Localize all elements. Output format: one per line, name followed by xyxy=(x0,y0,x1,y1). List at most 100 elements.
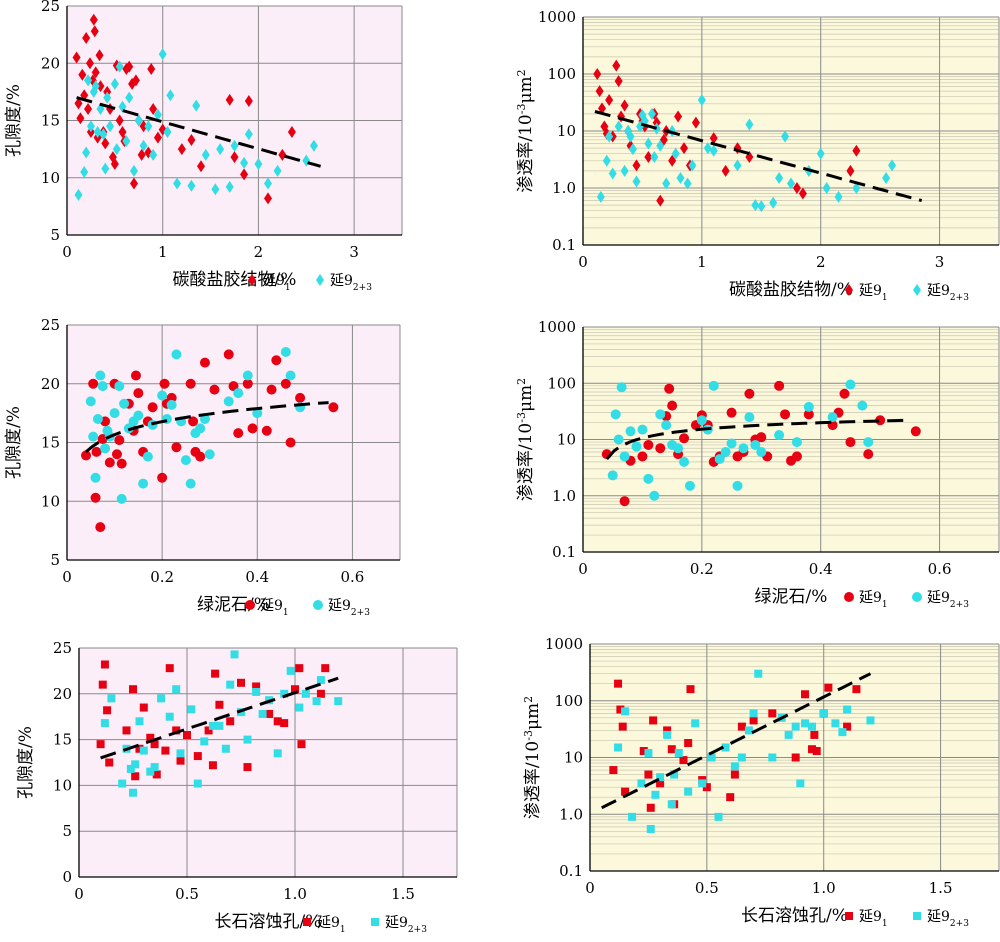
data-point xyxy=(621,707,630,716)
data-point xyxy=(812,747,821,756)
data-point xyxy=(280,719,289,728)
data-point xyxy=(656,773,665,782)
data-point xyxy=(149,103,158,116)
legend-entry-base: 延9 xyxy=(385,915,408,931)
data-point xyxy=(863,449,874,460)
data-point xyxy=(142,451,153,462)
legend-entry: 延92+3 xyxy=(385,915,427,935)
data-point xyxy=(103,91,112,104)
data-point xyxy=(749,709,758,718)
y-tick-label: 20 xyxy=(41,54,60,72)
data-point xyxy=(643,439,654,450)
data-point xyxy=(139,746,148,755)
data-point xyxy=(247,423,258,434)
y-axis-label: 孔隙度/% xyxy=(16,726,36,799)
data-point xyxy=(130,164,138,177)
y-axis-label-unit: μm xyxy=(516,385,536,412)
data-point xyxy=(139,703,148,712)
x-tick-label: 0 xyxy=(62,568,72,586)
data-point xyxy=(125,60,134,73)
data-point xyxy=(831,719,840,728)
data-point xyxy=(104,457,115,468)
y-tick-label: 100 xyxy=(547,374,576,392)
data-point xyxy=(285,370,296,381)
trend-line xyxy=(605,418,910,460)
data-point xyxy=(834,190,843,203)
data-point xyxy=(732,480,743,491)
data-point xyxy=(709,144,718,157)
data-point xyxy=(808,745,817,754)
data-point xyxy=(287,125,296,138)
data-point xyxy=(80,166,89,179)
data-point xyxy=(244,95,253,108)
data-point xyxy=(193,752,202,761)
data-point xyxy=(334,697,343,706)
data-point xyxy=(88,431,99,442)
data-point xyxy=(114,435,125,446)
data-point xyxy=(233,388,244,399)
data-point xyxy=(691,719,700,728)
data-point xyxy=(240,156,249,169)
data-point xyxy=(187,705,196,714)
data-point xyxy=(698,779,707,788)
x-tick-label: 1.0 xyxy=(283,885,307,903)
data-point xyxy=(656,194,665,207)
data-point xyxy=(254,158,263,171)
data-point xyxy=(655,443,666,454)
data-point xyxy=(684,739,693,748)
data-point xyxy=(237,678,245,687)
data-point xyxy=(192,99,201,112)
data-point xyxy=(644,749,653,758)
y-tick-label: 1000 xyxy=(545,635,583,653)
data-point xyxy=(644,137,653,150)
data-point xyxy=(72,51,81,64)
data-point xyxy=(605,130,614,143)
x-tick-label: 0 xyxy=(578,560,588,578)
data-point xyxy=(663,730,672,739)
data-point xyxy=(679,756,688,765)
data-point xyxy=(745,118,754,131)
legend-entry-sub: 2+3 xyxy=(353,283,372,293)
data-point xyxy=(135,717,144,726)
legend-entry-base: 延9 xyxy=(927,909,950,925)
x-axis-label: 碳酸盐胶结物/% xyxy=(173,270,297,290)
data-point xyxy=(226,717,235,726)
data-point xyxy=(126,764,135,773)
legend-entry-base: 延9 xyxy=(328,598,351,614)
data-point xyxy=(703,142,712,155)
data-point xyxy=(852,144,861,157)
data-point xyxy=(273,749,282,758)
data-point xyxy=(756,446,767,457)
data-point xyxy=(122,135,131,148)
data-point xyxy=(261,425,272,436)
data-point xyxy=(252,682,261,691)
data-point xyxy=(258,709,267,718)
data-point xyxy=(242,378,253,389)
data-point xyxy=(309,139,318,152)
data-point xyxy=(91,446,102,457)
data-point xyxy=(651,790,660,799)
grid xyxy=(582,16,1000,246)
data-point xyxy=(171,442,182,453)
data-point xyxy=(843,722,852,731)
legend: 延91 延92+3 xyxy=(248,273,372,293)
data-point xyxy=(201,148,210,161)
data-point xyxy=(697,93,706,106)
data-point xyxy=(768,709,777,718)
data-point xyxy=(791,753,800,762)
x-tick-label: 3 xyxy=(349,243,359,261)
y-tick-label: 1.0 xyxy=(552,179,576,197)
data-point xyxy=(614,75,623,88)
legend: 延91 延92+3 xyxy=(844,590,969,610)
legend-marker xyxy=(844,592,854,602)
data-point xyxy=(266,384,277,395)
series-yan9-2plus3 xyxy=(607,379,874,501)
data-point xyxy=(632,159,641,172)
y-tick-label: 5 xyxy=(50,551,60,569)
data-point xyxy=(721,743,730,752)
x-axis-label: 绿泥石/% xyxy=(755,587,828,607)
data-point xyxy=(756,432,767,443)
x-tick-label: 1 xyxy=(697,253,707,271)
y-axis-label-text: 渗透率/10 xyxy=(516,114,536,192)
